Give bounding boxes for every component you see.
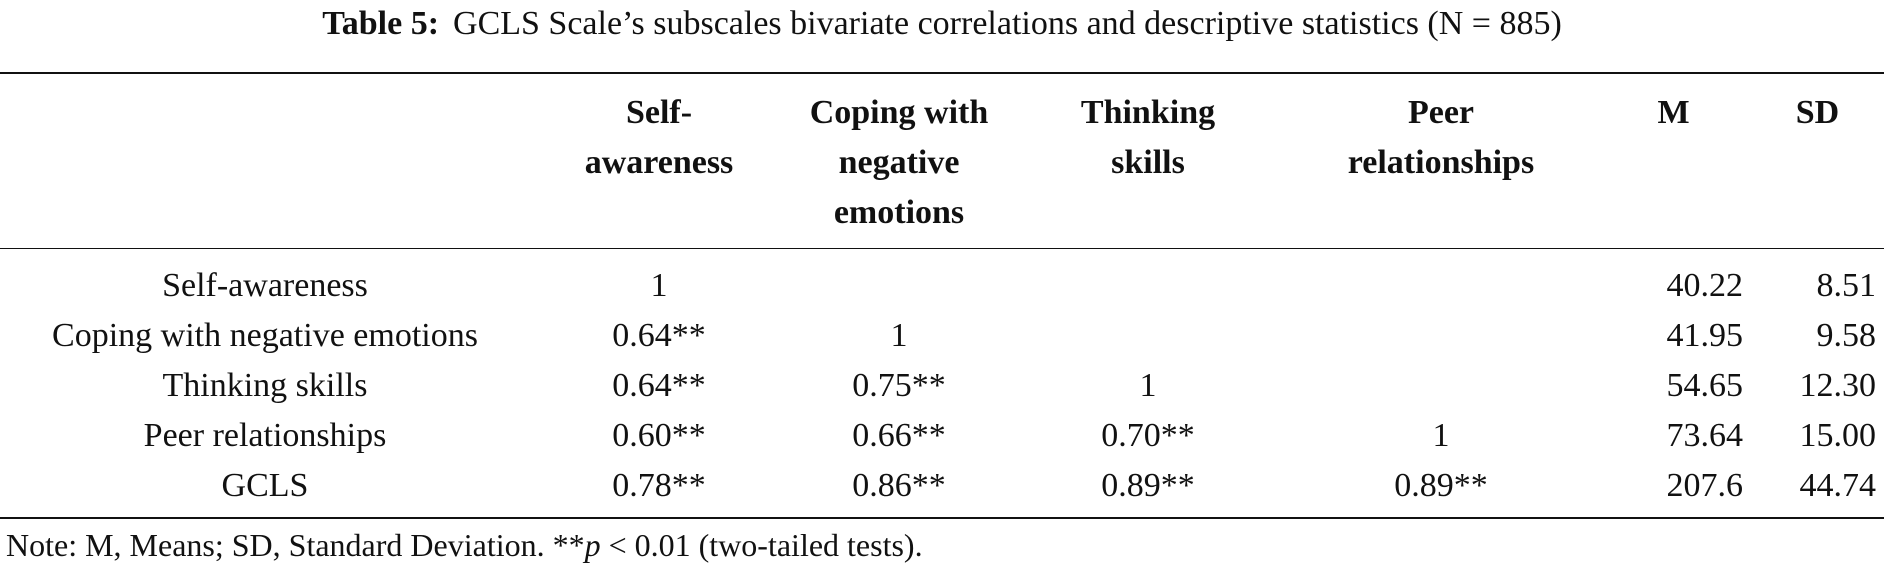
header-sd: SD: [1751, 72, 1884, 249]
cell-coping: 0.75**: [852, 367, 946, 404]
cell-coping: 1: [890, 317, 908, 354]
table-header-row: Self-awareness Coping with negative emot…: [0, 72, 1884, 249]
table-note: Note: M, Means; SD, Standard Deviation. …: [6, 522, 923, 568]
row-label: Thinking skills: [162, 367, 368, 404]
cell-thinking-skills: [1010, 311, 1286, 361]
row-label: Self-awareness: [162, 267, 368, 304]
cell-self-awareness: 0.64**: [612, 367, 706, 404]
cell-peer-relationships: 1: [1432, 417, 1450, 454]
row-label: Peer relationships: [143, 417, 387, 454]
cell-coping: [788, 249, 1010, 312]
cell-mean: 41.95: [1666, 317, 1744, 354]
header-coping: Coping with negative emotions: [788, 72, 1010, 249]
cell-sd: 44.74: [1751, 461, 1884, 519]
header-thinking-skills: Thinking skills: [1010, 72, 1286, 249]
header-row-label: [0, 72, 530, 249]
cell-sd: 8.51: [1816, 267, 1877, 304]
cell-mean: 54.65: [1666, 367, 1744, 404]
note-prefix: Note: M, Means; SD, Standard Deviation. …: [6, 527, 585, 563]
cell-peer-relationships: [1286, 249, 1596, 312]
cell-thinking-skills: 0.89**: [1010, 461, 1286, 519]
row-label: GCLS: [0, 461, 530, 519]
table-row: Thinking skills 0.64** 0.75** 1 54.65 12…: [0, 361, 1884, 411]
cell-peer-relationships: [1286, 361, 1596, 411]
table-row: GCLS 0.78** 0.86** 0.89** 0.89** 207.6 4…: [0, 461, 1884, 519]
cell-self-awareness: 0.78**: [530, 461, 788, 519]
table-row: Coping with negative emotions 0.64** 1 4…: [0, 311, 1884, 361]
cell-sd: 12.30: [1799, 367, 1877, 404]
table-caption: Table 5: GCLS Scale’s subscales bivariate…: [0, 0, 1884, 48]
cell-peer-relationships: [1286, 311, 1596, 361]
correlation-table: Self-awareness Coping with negative emot…: [0, 72, 1884, 519]
cell-mean: 207.6: [1596, 461, 1751, 519]
header-mean: M: [1596, 72, 1751, 249]
cell-self-awareness: 0.60**: [612, 417, 706, 454]
cell-coping: 0.66**: [852, 417, 946, 454]
table-row: Peer relationships 0.60** 0.66** 0.70** …: [0, 411, 1884, 461]
header-self-awareness: Self-awareness: [530, 72, 788, 249]
note-suffix: < 0.01 (two-tailed tests).: [600, 527, 923, 563]
cell-mean: 40.22: [1666, 267, 1744, 304]
caption-text: GCLS Scale’s subscales bivariate correla…: [453, 5, 1562, 42]
cell-sd: 9.58: [1816, 317, 1877, 354]
row-label: Coping with negative emotions: [52, 317, 478, 354]
cell-mean: 73.64: [1666, 417, 1744, 454]
caption-label: Table 5:: [322, 5, 440, 42]
cell-thinking-skills: [1010, 249, 1286, 312]
cell-sd: 15.00: [1799, 417, 1877, 454]
cell-peer-relationships: 0.89**: [1286, 461, 1596, 519]
cell-thinking-skills: 0.70**: [1101, 417, 1195, 454]
header-peer-relationships: Peer relationships: [1286, 72, 1596, 249]
note-p-symbol: p: [584, 527, 601, 563]
cell-coping: 0.86**: [788, 461, 1010, 519]
cell-thinking-skills: 1: [1139, 367, 1157, 404]
table-row: Self-awareness 1 40.22 8.51: [0, 249, 1884, 312]
cell-self-awareness: 0.64**: [612, 317, 706, 354]
cell-self-awareness: 1: [650, 267, 668, 304]
